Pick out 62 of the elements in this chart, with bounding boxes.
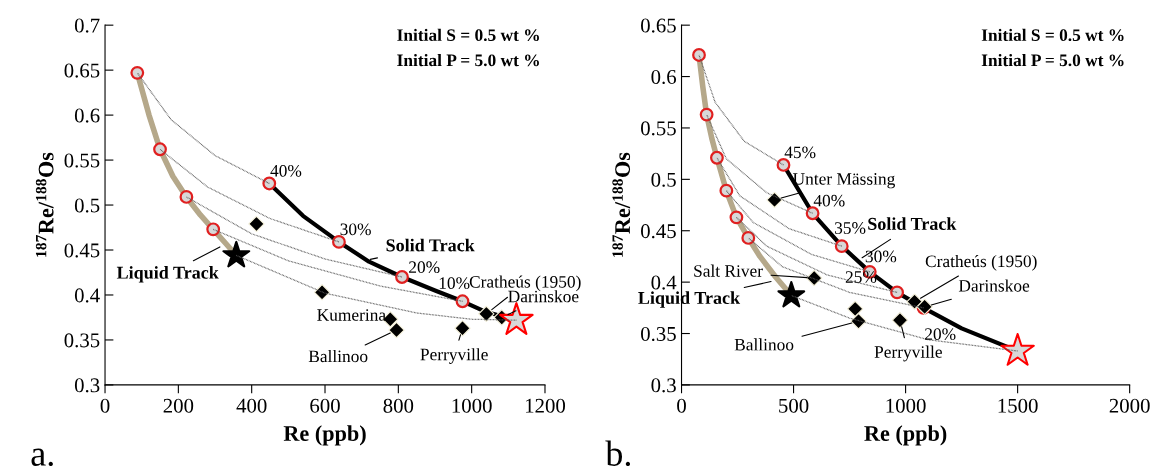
y-tick-label: 0.35 [641,326,676,342]
annotation: Kumerina [317,309,386,321]
x-tick-label: 400 [236,398,267,413]
annotation: 45% [784,146,816,159]
y-tick-label: 0.6 [651,69,677,85]
y-tick-label: 0.55 [64,153,100,168]
y-axis-title: $^{187}$Re/$^{188}$Os [612,152,631,257]
y-tick-label: 0.65 [64,63,100,78]
x-tick-label: 2000 [1109,398,1150,413]
annotation: 10% [439,277,470,290]
annotation: Unter Mässing [792,173,895,189]
y-tick-label: 0.4 [74,288,100,303]
annotation: Cratheús (1950) [925,254,1037,271]
x-tick-label: 600 [310,398,340,413]
annotation: Ballinoo [308,349,368,363]
y-tick-label: 0.35 [64,333,100,348]
y-tick-label: 0.3 [74,378,100,393]
annotation: 30% [865,250,897,263]
x-tick-label: 0 [677,398,686,413]
x-tick-label: 1000 [452,398,492,413]
annotation: 20% [925,328,956,341]
annotation: 25% [845,271,877,283]
annotation: Perryville [874,345,942,362]
y-tick-label: 0.45 [64,243,100,258]
annotation: Initial S = 0.5 wt % [397,28,539,42]
x-axis-title: Re (ppb) [283,425,366,446]
y-tick-label: 0.5 [651,172,676,187]
annotation: Darinskoe [508,290,579,303]
y-tick-label: 0.65 [641,18,676,33]
annotation: Darinskoe [958,279,1030,292]
x-tick-label: 1200 [525,398,566,413]
annotation: Initial S = 0.5 wt % [981,28,1124,42]
x-tick-label: 500 [779,398,809,413]
annotation: 35% [834,222,866,234]
x-tick-label: 1000 [886,398,926,413]
y-tick-label: 0.3 [651,378,676,393]
annotation: Solid Track [386,238,475,252]
y-tick-label: 0.7 [74,18,100,33]
annotation: 40% [813,194,845,207]
y-axis-title: $^{187}$Re/$^{188}$Os [35,152,54,257]
annotation: 40% [270,164,302,177]
annotation: Solid Track [868,217,957,230]
x-tick-label: 200 [163,398,194,413]
x-tick-label: 800 [383,398,414,413]
annotation: 30% [340,223,371,236]
y-tick-label: 0.5 [74,198,100,213]
annotation: Initial P = 5.0 wt % [981,53,1124,67]
y-tick-label: 0.6 [74,108,100,123]
y-tick-label: 0.4 [651,275,677,290]
x-tick-label: 1500 [998,398,1038,413]
y-tick-label: 0.45 [641,224,676,239]
x-tick-label: 0 [100,398,110,413]
y-tick-label: 0.55 [641,121,676,136]
annotation: Perryville [420,348,488,364]
text: b. [605,440,631,466]
annotation: Ballinoo [734,338,794,351]
text: a. [31,448,53,466]
x-axis-title: Re (ppb) [864,425,947,446]
annotation: 20% [409,261,440,274]
annotation: Initial P = 5.0 wt % [397,53,539,67]
annotation: Liquid Track [116,266,219,283]
annotation: Salt River [694,264,763,277]
